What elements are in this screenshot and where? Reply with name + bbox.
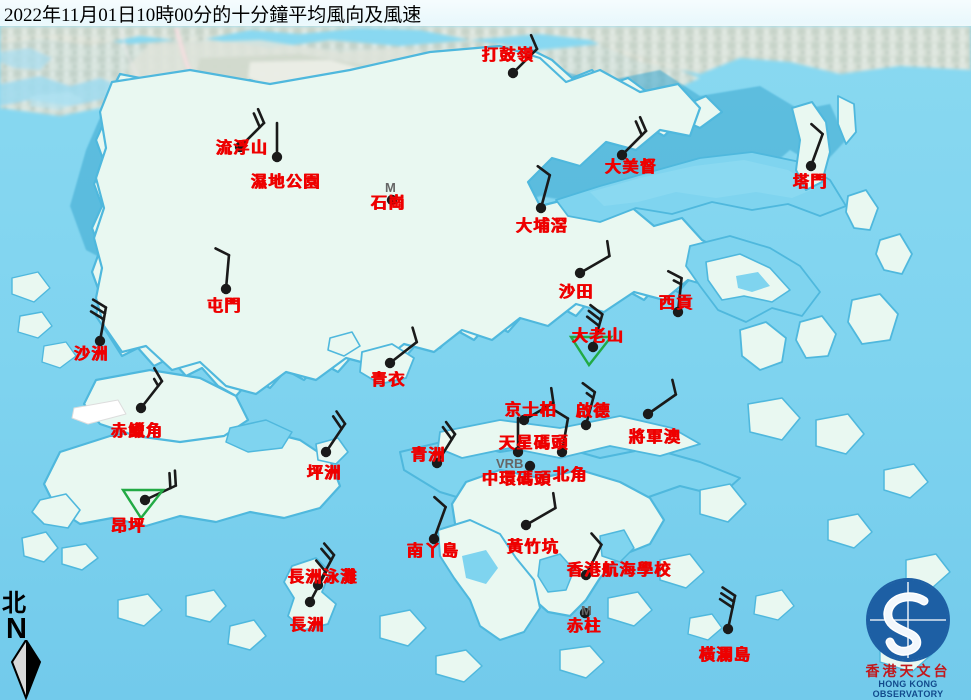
logo-name-cn: 香港天文台 — [865, 665, 951, 680]
station-label: 流浮山 — [216, 140, 269, 157]
gale-triangle-icon — [120, 488, 166, 521]
station-label: 屯門 — [207, 298, 243, 315]
station-marker — [579, 607, 591, 619]
station-marker — [512, 416, 524, 458]
station-marker — [580, 381, 597, 431]
station-marker — [616, 115, 648, 161]
station-marker — [320, 410, 347, 458]
station-label: 大老山 — [572, 328, 625, 345]
station-marker — [642, 378, 678, 420]
missing-data-marker: M — [385, 180, 396, 195]
station-label: 大美督 — [605, 159, 658, 176]
missing-data-marker: M — [581, 603, 592, 618]
station-marker — [718, 586, 737, 635]
compass-label-en: N — [6, 613, 27, 645]
logo-name-en: HONG KONG OBSERVATORY — [872, 679, 944, 700]
station-marker — [135, 366, 164, 414]
station-label: 大埔滘 — [516, 218, 569, 235]
station-label: 橫瀾島 — [699, 647, 752, 664]
station-label: 沙洲 — [74, 346, 110, 363]
station-marker — [580, 532, 603, 581]
station-marker — [384, 326, 419, 369]
hko-swirl-icon — [866, 578, 950, 662]
station-marker — [271, 121, 283, 163]
station-label: 長洲泳灘 — [288, 569, 359, 586]
station-label: 沙田 — [559, 284, 595, 301]
station-marker — [520, 491, 557, 531]
station-marker — [553, 409, 570, 458]
compass-label-cn: 北 — [2, 591, 26, 617]
station-marker — [234, 107, 266, 153]
station-label: 黃竹坑 — [507, 539, 560, 556]
page-title: 2022年11月01日10時00分的十分鐘平均風向及風速 — [4, 4, 422, 26]
station-label: 青洲 — [411, 447, 447, 464]
hko-logo: 香港天文台 HONG KONG OBSERVATORY — [848, 576, 968, 700]
station-marker — [507, 33, 539, 79]
station-label: 西貢 — [659, 295, 695, 312]
gale-triangle-icon — [568, 335, 614, 368]
station-label: 南丫島 — [407, 543, 460, 560]
station-label: 石崗 — [371, 195, 407, 212]
station-label: 塔門 — [793, 174, 829, 191]
station-marker — [89, 298, 108, 347]
station-marker — [535, 164, 552, 214]
station-marker — [431, 420, 457, 469]
station-label: 昂坪 — [111, 518, 147, 535]
station-label: 中環碼頭 — [482, 471, 553, 488]
station-marker — [805, 122, 824, 172]
station-label: 坪洲 — [307, 465, 343, 482]
station-label: 北角 — [553, 467, 589, 484]
variable-wind-marker: VRB — [496, 456, 524, 471]
station-label: 打鼓嶺 — [482, 47, 535, 64]
station-marker — [574, 239, 611, 279]
station-marker — [214, 247, 232, 295]
station-marker — [428, 495, 447, 545]
station-label: 赤鱲角 — [111, 423, 164, 440]
station-label: 濕地公園 — [251, 174, 322, 191]
station-label: 香港航海學校 — [567, 562, 673, 579]
station-label: 天星碼頭 — [499, 435, 570, 452]
station-label: 赤柱 — [567, 618, 603, 635]
station-marker — [666, 269, 684, 318]
station-label: 啟德 — [576, 403, 612, 420]
station-marker — [304, 559, 328, 608]
station-label: 青衣 — [371, 372, 407, 389]
title-bar: 2022年11月01日10時00分的十分鐘平均風向及風速 — [0, 0, 971, 26]
north-arrow-icon — [10, 640, 42, 700]
station-marker — [386, 194, 398, 206]
station-label: 將軍澳 — [629, 429, 682, 446]
compass-rose: 北 N — [2, 592, 58, 700]
station-label: 長洲 — [290, 617, 326, 634]
station-marker — [518, 386, 555, 426]
station-label: 京士柏 — [505, 402, 558, 419]
station-marker — [524, 460, 536, 472]
station-marker — [120, 469, 178, 521]
station-marker — [568, 303, 614, 368]
